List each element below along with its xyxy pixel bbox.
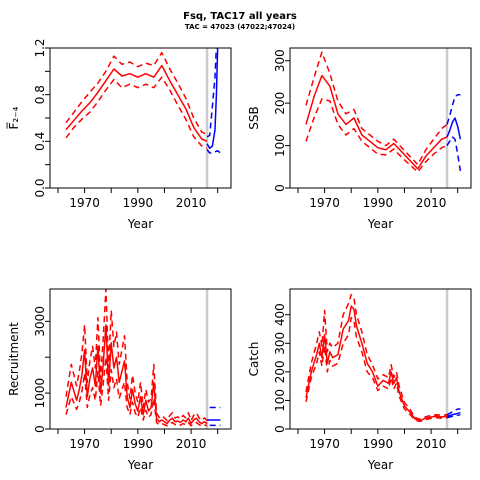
series-proj-upper-line	[446, 93, 461, 125]
series-proj-upper-line	[206, 48, 218, 138]
x-tick-label: 2010	[176, 437, 207, 451]
y-axis-label: SSB	[247, 106, 261, 129]
y-tick-label: 100	[273, 389, 287, 412]
series-proj-lower-line	[446, 136, 462, 172]
x-tick-label: 1970	[69, 437, 100, 451]
x-tick-label: 2010	[416, 196, 447, 210]
series-proj-median-line	[446, 117, 462, 140]
series-group	[305, 51, 462, 173]
y-tick-label: 0	[33, 425, 47, 433]
y-tick-label: 0.4	[33, 132, 47, 151]
y-tick-label: 3000	[33, 306, 47, 337]
series-proj-lower-line	[446, 413, 461, 419]
series-group	[65, 289, 221, 427]
y-tick-label: 0.0	[33, 178, 47, 197]
panel-1: 1970 1990 2010 0.0 0.4 0.8 1.2 Year F̅₂₋₄	[6, 38, 232, 231]
x-tick-label: 1970	[309, 196, 340, 210]
y-axis-label: Recruitment	[7, 322, 21, 396]
series-lower-line	[305, 98, 448, 173]
x-tick-label: 1990	[123, 437, 154, 451]
y-tick-label: 0.8	[33, 85, 47, 104]
series-proj-lower-line	[206, 149, 221, 154]
x-axis-label: Year	[127, 217, 153, 231]
series-group	[305, 293, 461, 423]
series-proj-median-line	[206, 48, 219, 150]
series-lower-line	[305, 316, 448, 423]
main-title: Fsq, TAC17 all years	[183, 11, 297, 22]
y-tick-label: 300	[273, 332, 287, 355]
y-axis-label: F̅₂₋₄	[6, 106, 21, 129]
series-median-line	[65, 64, 208, 142]
series-proj-median-line	[446, 411, 461, 417]
panel-2: 1970 1990 2010 0 100 200 300 Year SSB	[247, 47, 472, 231]
y-tick-label: 200	[273, 92, 287, 115]
panel-4: 1970 1990 2010 0 100 200 300 400 Year Catch	[247, 288, 472, 472]
series-median-line	[305, 74, 448, 170]
x-tick-label: 1970	[69, 196, 100, 210]
sub-title: TAC = 47023 (47022;47024)	[184, 23, 296, 31]
series-median-line	[65, 324, 208, 425]
panel-3: 1970 1990 2010 0 1000 3000 Year Recruitment	[7, 288, 232, 472]
y-tick-label: 0	[273, 184, 287, 192]
series-lower-line	[65, 356, 208, 427]
plot-frame	[289, 47, 472, 189]
series-upper-line	[305, 293, 448, 421]
series-median-line	[305, 305, 448, 422]
y-tick-label: 400	[273, 303, 287, 326]
y-tick-label: 1.2	[33, 38, 47, 57]
series-proj-upper-line	[446, 408, 461, 416]
x-tick-label: 1990	[363, 196, 394, 210]
series-upper-line	[65, 51, 208, 135]
x-tick-label: 1990	[363, 437, 394, 451]
x-tick-label: 1970	[309, 437, 340, 451]
series-upper-line	[305, 51, 448, 166]
x-tick-label: 2010	[416, 437, 447, 451]
series-group	[65, 48, 221, 154]
x-tick-label: 2010	[176, 196, 207, 210]
y-tick-label: 300	[273, 49, 287, 72]
x-axis-label: Year	[367, 458, 393, 472]
plot-frame	[49, 47, 232, 189]
y-tick-label: 100	[273, 134, 287, 157]
y-tick-label: 200	[273, 360, 287, 383]
x-axis-label: Year	[127, 458, 153, 472]
y-tick-label: 1000	[33, 378, 47, 409]
x-axis-label: Year	[367, 217, 393, 231]
plot-frame	[289, 288, 472, 430]
series-lower-line	[65, 76, 208, 149]
y-tick-label: 0	[273, 425, 287, 433]
plot-frame	[49, 288, 232, 430]
x-tick-label: 1990	[123, 196, 154, 210]
series-upper-line	[65, 289, 208, 422]
y-axis-label: Catch	[247, 342, 261, 377]
title-block: Fsq, TAC17 all years TAC = 47023 (47022;…	[0, 10, 480, 32]
